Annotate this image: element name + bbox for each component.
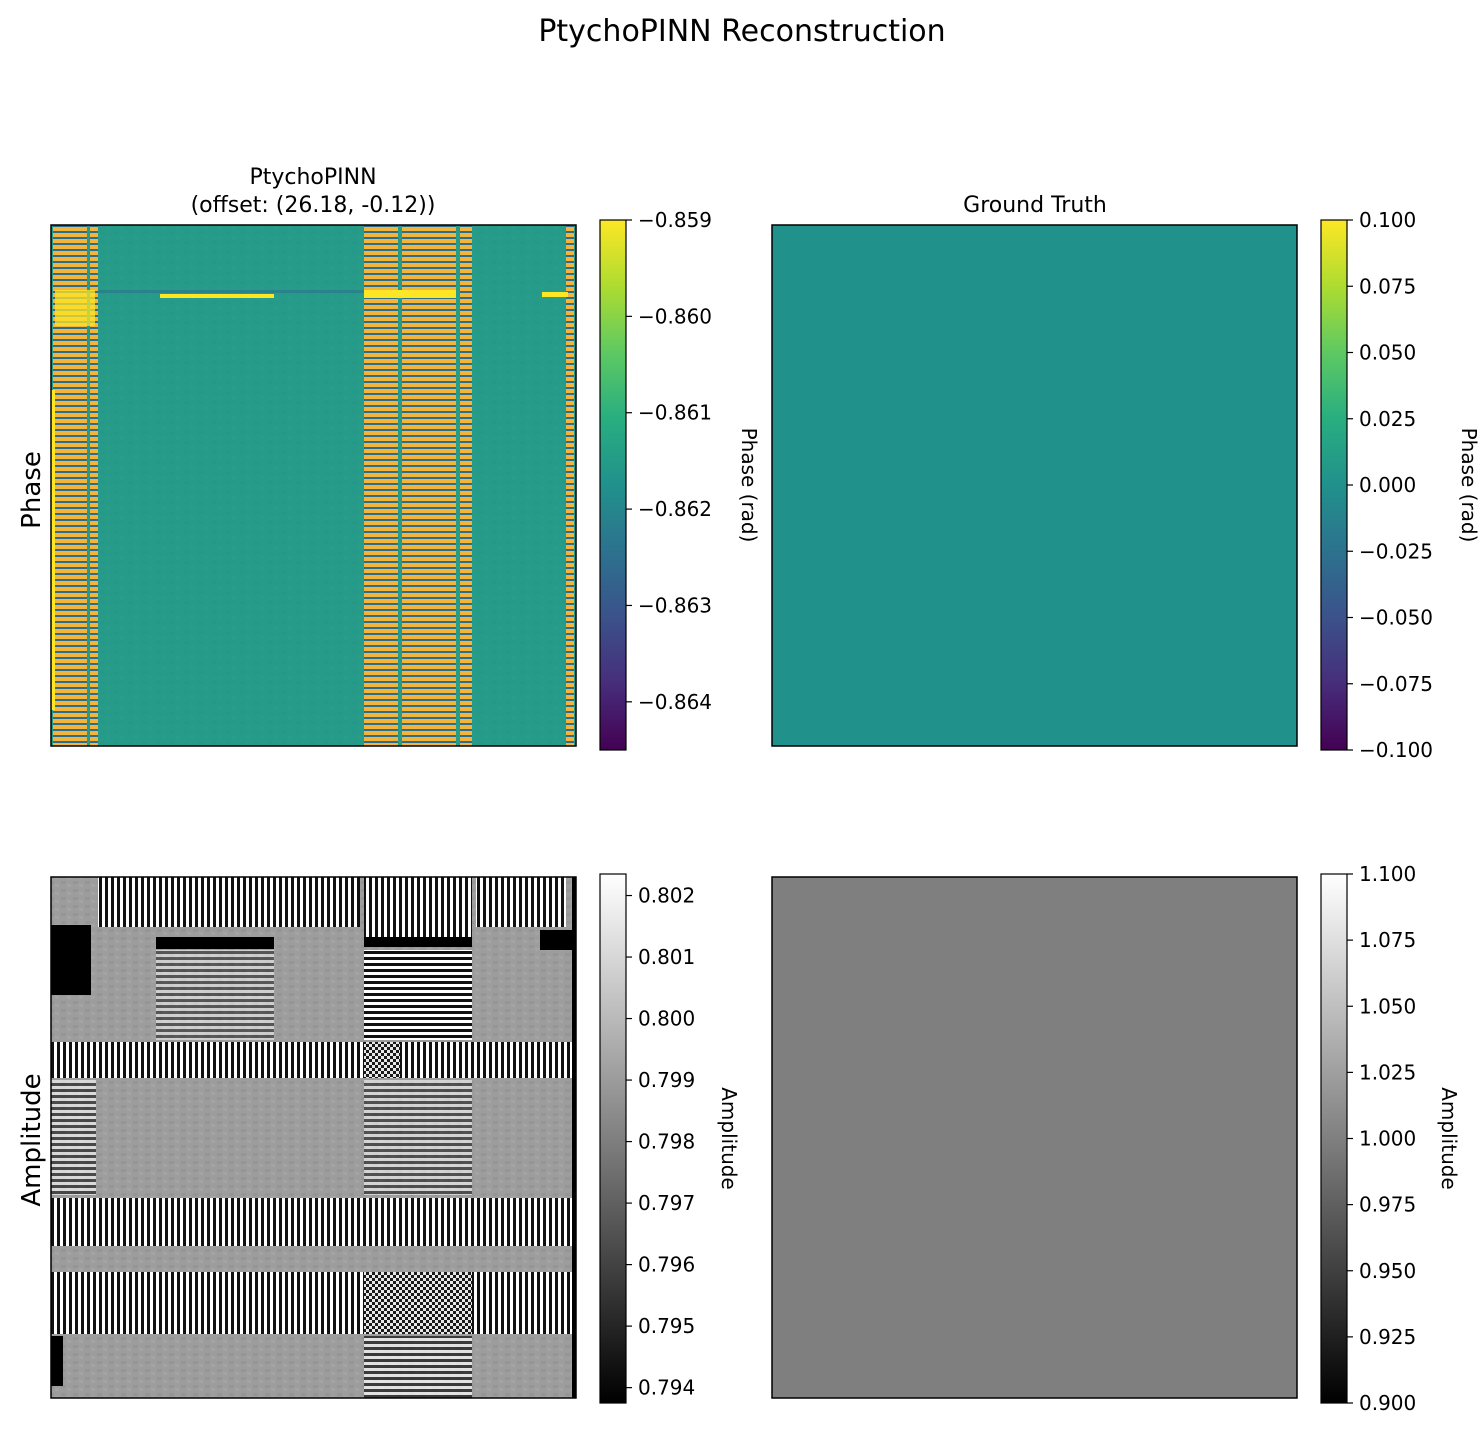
heatmap-stripe-band [364,225,398,746]
panel-title-ptychopinn-line1: PtychoPINN [249,165,376,190]
colorbar-tick-label: 0.802 [638,884,695,908]
colorbar-tick-label: −0.860 [638,304,712,328]
axes-frame [771,876,1298,1399]
heatmap-image-ground-truth-phase [772,225,1297,746]
colorbar-tick-label: 0.025 [1359,407,1416,431]
heatmap-dark-band [540,930,576,950]
heatmap-bright-line [160,294,274,298]
panel-title-ptychopinn-line2: (offset: (26.18, -0.12)) [191,193,436,218]
heatmap-texture-band [364,950,472,1040]
heatmap-image-ptychopinn-amplitude [51,877,576,1398]
colorbar-tick-label: −0.864 [638,690,712,714]
colorbar-tick-label: 0.050 [1359,341,1416,365]
heatmap-texture-band [476,877,566,927]
heatmap-texture-band [98,877,360,927]
axes-frame [50,876,577,1399]
colorbar-tick-label: 0.100 [1359,208,1416,232]
colorbar-tick-label: 0.798 [638,1130,695,1154]
heatmap-texture-band [364,1042,400,1078]
heatmap-dark-edge [572,877,576,1398]
panel-ptychopinn-amplitude: 0.802 0.801 0.800 0.799 0.798 0.797 0.796 0.795… [50,873,741,1404]
heatmap-bright-line [542,292,568,297]
colorbar-tick-label: 0.950 [1359,1259,1416,1283]
colorbar-tick-label: 0.795 [638,1314,695,1338]
colorbar-label: Phase (rad) [1457,428,1481,543]
colorbar-tick-label: 1.025 [1359,1060,1416,1084]
colorbar-tick-label: 1.050 [1359,994,1416,1018]
colorbar-label: Amplitude [717,1087,741,1190]
colorbar-tick-label: −0.862 [638,497,712,521]
heatmap-bright-edge [51,390,55,710]
axes-frame [50,224,577,747]
figure-title: PtychoPINN Reconstruction [538,14,945,49]
colorbar-tick-label: 0.925 [1359,1325,1416,1349]
colorbar-tick-label: 1.000 [1359,1127,1416,1151]
heatmap-texture-band [51,1042,576,1078]
colorbar-gradient [1320,219,1348,751]
colorbar-ptychopinn-phase: −0.859 −0.860 −0.861 −0.862 −0.863 −0.864 Phas… [599,208,761,751]
colorbar-tick-label: 1.075 [1359,928,1416,952]
colorbar-gradient [599,873,627,1404]
row-label-phase: Phase [17,451,47,529]
panel-ground-truth-amplitude: 1.100 1.075 1.050 1.025 1.000 0.975 0.950 0.925… [771,862,1461,1415]
heatmap-bright-blob [55,290,95,326]
colorbar-tick-label: −0.025 [1359,539,1433,563]
colorbar-tick-label: 0.801 [638,945,695,969]
heatmap-dark-band [51,925,91,995]
colorbar-gradient [1320,873,1348,1404]
colorbar-ground-truth-phase: 0.100 0.075 0.050 0.025 0.000 −0.025 −0.050 −0.… [1320,208,1481,762]
colorbar-ptychopinn-amplitude: 0.802 0.801 0.800 0.799 0.798 0.797 0.796 0.795… [599,873,741,1404]
colorbar-tick-label: 0.075 [1359,274,1416,298]
colorbar-tick-label: 0.799 [638,1068,695,1092]
panel-title-ground-truth: Ground Truth [963,193,1107,218]
heatmap-texture-band [364,877,472,937]
axes-frame [771,224,1298,747]
colorbar-tick-label: 0.794 [638,1376,695,1400]
heatmap-texture [51,225,576,746]
heatmap-stripe-band [90,225,98,746]
heatmap-bright-line [364,290,456,298]
heatmap-texture-band [364,1272,472,1334]
colorbar-tick-label: 0.000 [1359,473,1416,497]
heatmap-dark-edge [51,1336,63,1386]
colorbar-tick-label: −0.075 [1359,672,1433,696]
colorbar-tick-label: 1.100 [1359,862,1416,886]
colorbar-tick-label: 0.900 [1359,1391,1416,1415]
colorbar-ground-truth-amplitude: 1.100 1.075 1.050 1.025 1.000 0.975 0.950 0.925… [1320,862,1461,1415]
row-label-amplitude: Amplitude [17,1073,47,1206]
heatmap-image-ptychopinn-phase [51,225,576,746]
colorbar-tick-label: 0.800 [638,1007,695,1031]
colorbar-tick-label: −0.859 [638,208,712,232]
colorbar-label: Phase (rad) [737,428,761,543]
heatmap-texture-band [51,1080,96,1195]
heatmap-dark-band [364,937,472,947]
heatmap-stripe-band [566,225,574,746]
colorbar-tick-label: −0.863 [638,593,712,617]
heatmap-dark-band [156,937,274,949]
colorbar-tick-label: 0.796 [638,1253,695,1277]
heatmap-dark-line [98,290,364,293]
heatmap-texture-band [51,1198,576,1246]
colorbar-tick-label: −0.100 [1359,738,1433,762]
panel-ground-truth-phase: Ground Truth 0.100 0.075 0.050 0.025 0.000 −0… [771,193,1481,762]
heatmap-texture-band [364,1336,472,1398]
heatmap-texture-band [51,1272,576,1334]
heatmap-image-ground-truth-amplitude [772,877,1297,1398]
colorbar-label: Amplitude [1437,1087,1461,1190]
heatmap-stripe-band [402,225,456,746]
colorbar-tick-label: −0.050 [1359,606,1433,630]
colorbar-tick-label: 0.975 [1359,1193,1416,1217]
colorbar-gradient [599,219,627,751]
heatmap-texture-band [156,950,274,1040]
panel-ptychopinn-phase: PtychoPINN (offset: (26.18, -0.12)) −0.8… [50,165,761,751]
colorbar-tick-label: −0.861 [638,401,712,425]
heatmap-texture-band [364,1080,472,1195]
heatmap-stripe-band [460,225,472,746]
colorbar-tick-label: 0.797 [638,1191,695,1215]
